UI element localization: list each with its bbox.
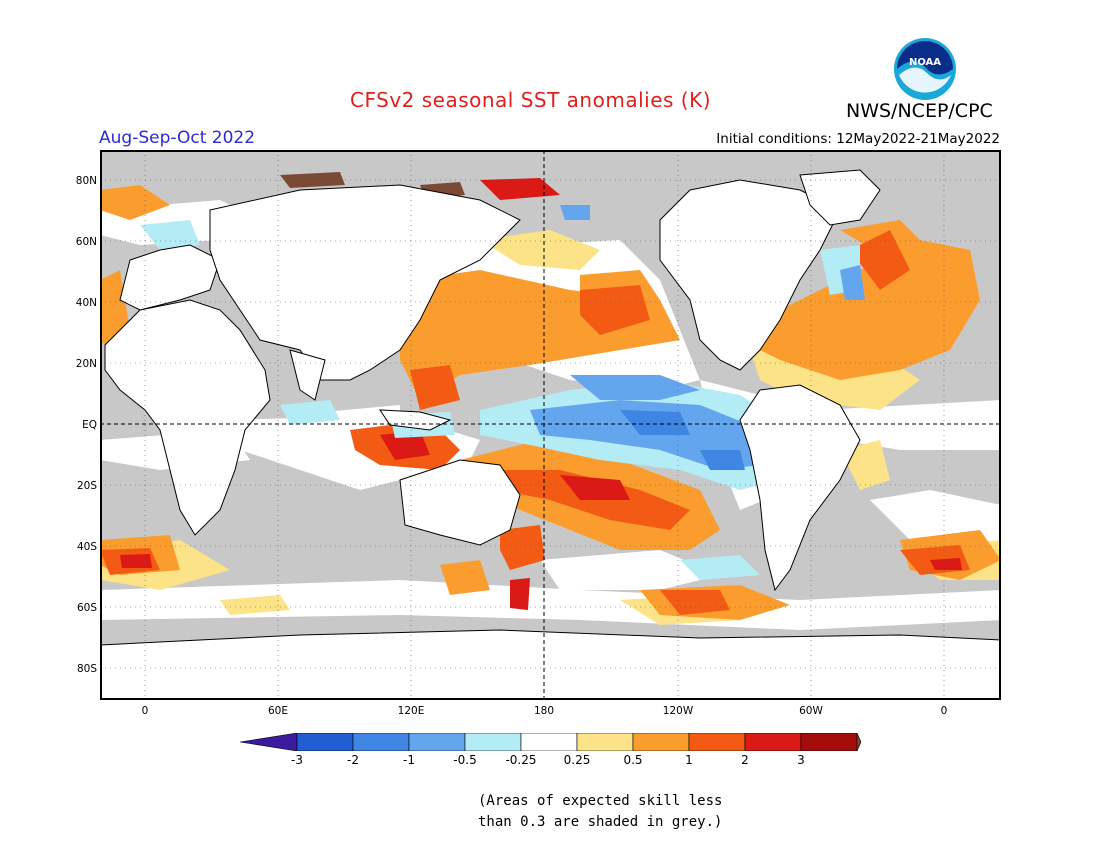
lat-label-40n: 40N <box>75 297 97 309</box>
chart-title: CFSv2 seasonal SST anomalies (K) <box>350 88 711 112</box>
colorbar-label: -3 <box>291 753 303 767</box>
season-label: Aug-Sep-Oct 2022 <box>99 128 256 148</box>
lon-label-60w: 60W <box>799 705 823 717</box>
lon-label-0-right: 0 <box>940 705 948 717</box>
colorbar-segment <box>408 732 466 752</box>
skill-note: (Areas of expected skill less than 0.3 a… <box>478 791 722 833</box>
colorbar-segment <box>688 732 746 752</box>
map-frame <box>100 150 1001 700</box>
colorbar-label: 1 <box>685 753 693 767</box>
lat-label-60s: 60S <box>76 602 97 614</box>
land-masses <box>100 169 1001 700</box>
colorbar <box>239 732 862 752</box>
initial-conditions-label: Initial conditions: 12May2022-21May2022 <box>716 131 1000 147</box>
colorbar-label: -1 <box>403 753 415 767</box>
colorbar-segment <box>352 732 410 752</box>
colorbar-segment <box>576 732 634 752</box>
logo-text: NOAA <box>909 57 941 68</box>
lon-label-120w: 120W <box>662 705 694 717</box>
colorbar-label: -2 <box>347 753 359 767</box>
colorbar-segment <box>520 732 578 752</box>
skill-note-line2: than 0.3 are shaded in grey.) <box>478 814 723 830</box>
colorbar-label: -0.5 <box>453 753 477 767</box>
colorbar-segment <box>464 732 522 752</box>
organization-label: NWS/NCEP/CPC <box>846 100 993 122</box>
colorbar-segment <box>296 732 354 752</box>
lat-label-20s: 20S <box>76 480 97 492</box>
colorbar-arrow-low <box>239 732 298 752</box>
anomaly-very-strong-positive <box>120 178 962 610</box>
colorbar-segment <box>800 732 858 752</box>
skill-note-line1: (Areas of expected skill less <box>478 793 723 809</box>
lon-label-120e: 120E <box>397 705 425 717</box>
colorbar-label: 3 <box>797 753 805 767</box>
equator-dateline <box>100 150 1001 700</box>
lat-label-20n: 20N <box>75 358 97 370</box>
anomaly-strong-negative <box>620 410 745 470</box>
lon-label-180: 180 <box>533 705 555 717</box>
colorbar-arrow-high <box>856 732 862 752</box>
sst-anomaly-map <box>100 150 1001 700</box>
colorbar-segment <box>744 732 802 752</box>
lat-label-80s: 80S <box>76 663 97 675</box>
colorbar-label: 0.25 <box>563 753 591 767</box>
colorbar-label: -0.25 <box>505 753 537 767</box>
lat-label-80n: 80N <box>75 175 97 187</box>
lat-label-40s: 40S <box>76 541 97 553</box>
colorbar-label: 2 <box>741 753 749 767</box>
noaa-logo: NOAA <box>893 37 957 101</box>
lon-label-60e: 60E <box>268 705 288 717</box>
lat-label-eq: EQ <box>82 419 97 431</box>
lon-label-0: 0 <box>141 705 149 717</box>
graticule <box>100 150 1001 700</box>
lat-label-60n: 60N <box>75 236 97 248</box>
colorbar-segment <box>632 732 690 752</box>
colorbar-label: 0.5 <box>623 753 643 767</box>
